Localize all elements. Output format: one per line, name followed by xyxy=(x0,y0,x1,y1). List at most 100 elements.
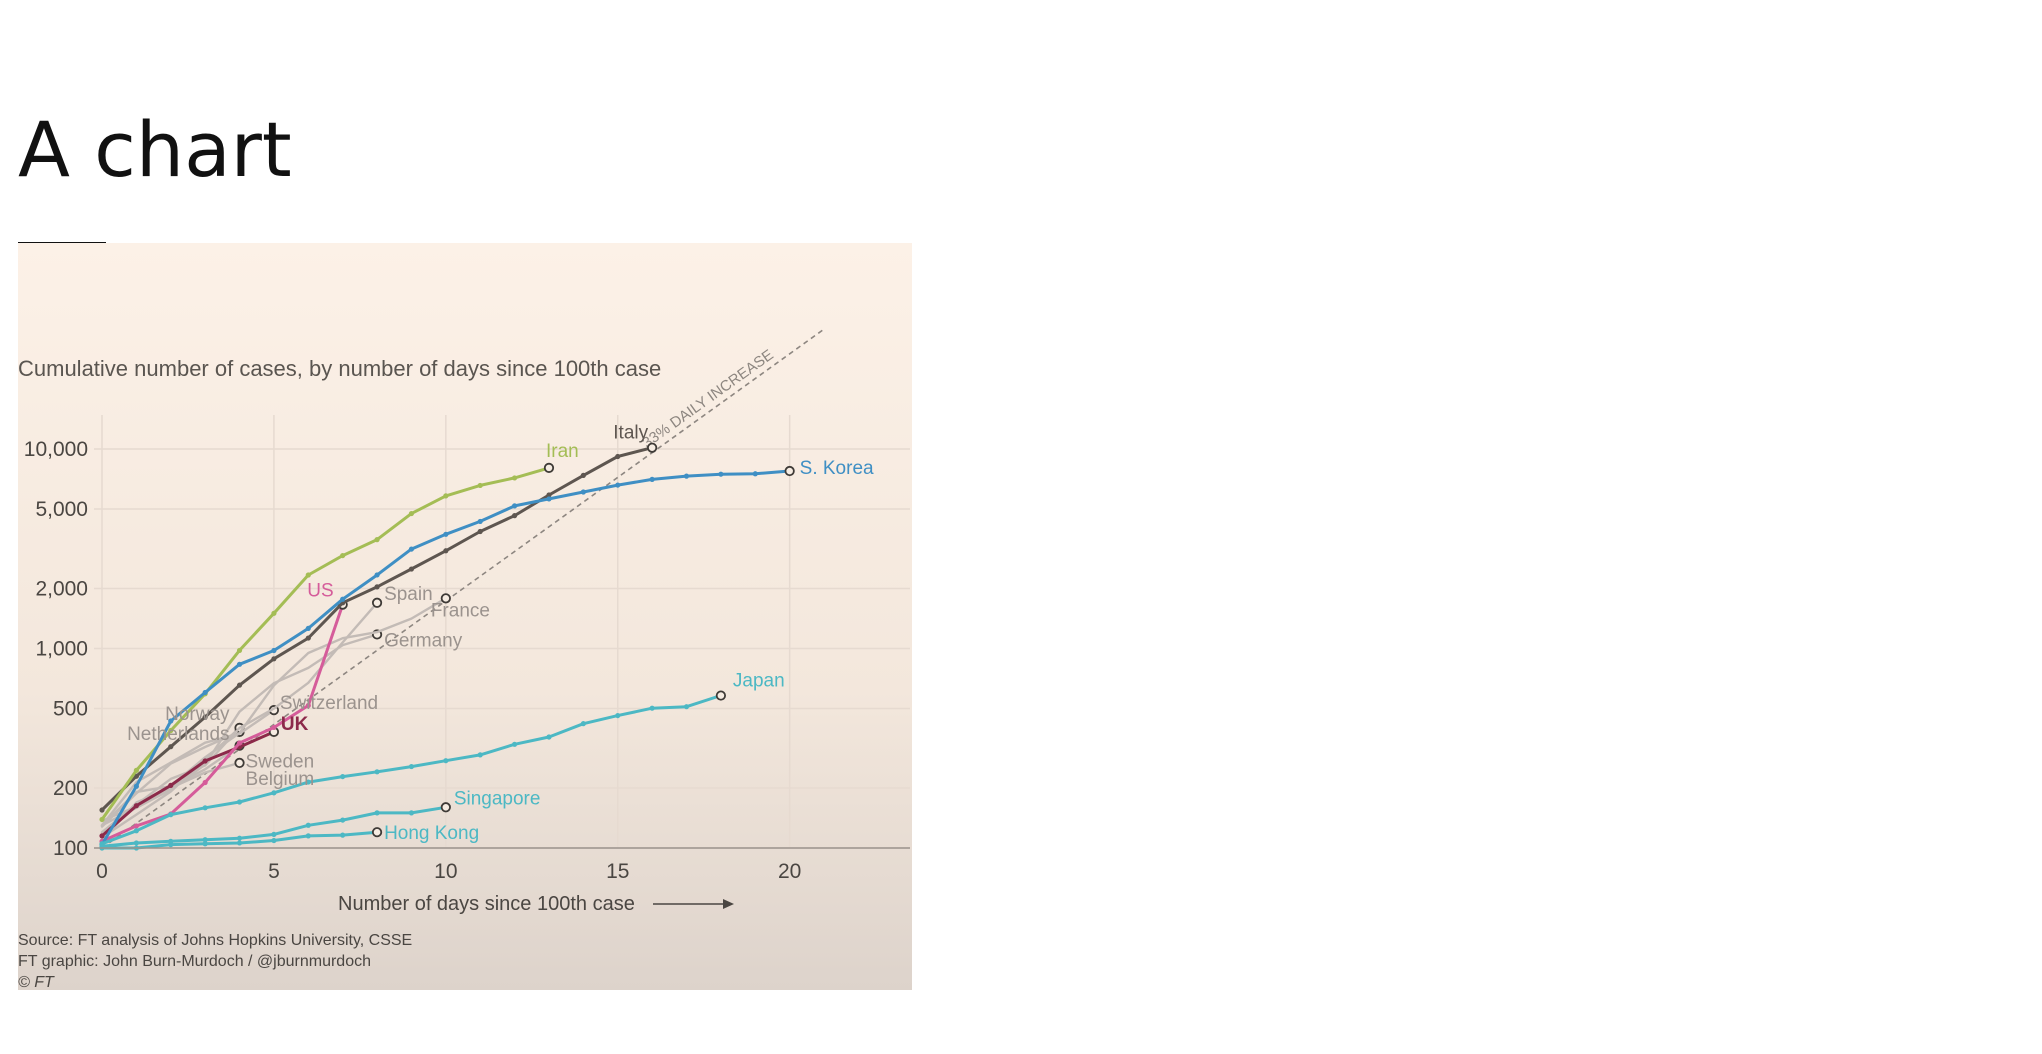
series-line-germany xyxy=(100,633,379,827)
source-line-1: Source: FT analysis of Johns Hopkins Uni… xyxy=(18,932,412,949)
y-tick-label: 500 xyxy=(53,698,88,721)
data-point-s-korea xyxy=(546,496,552,502)
slide-title: A chart xyxy=(18,105,292,194)
y-tick-label: 1,000 xyxy=(35,638,88,661)
data-point-s-korea xyxy=(340,596,346,602)
series-end-marker-hong-kong xyxy=(371,827,383,838)
series-end-marker-s-korea xyxy=(784,465,795,477)
data-point-s-korea xyxy=(271,647,277,654)
data-point-iran xyxy=(374,537,380,543)
series-label-hong-kong: Hong Kong xyxy=(384,823,479,844)
data-point-s-korea xyxy=(133,783,139,789)
data-point-hong-kong xyxy=(340,832,346,838)
x-tick-label: 0 xyxy=(96,860,108,883)
series-lines xyxy=(99,442,795,851)
series-end-marker-spain xyxy=(371,597,383,608)
y-tick-label: 5,000 xyxy=(35,498,88,521)
data-point-italy xyxy=(236,682,243,688)
data-point-s-korea xyxy=(236,661,243,667)
series-end-marker-japan xyxy=(715,690,726,701)
data-point-s-korea xyxy=(580,489,586,495)
data-point-s-korea xyxy=(408,546,415,552)
data-point-italy xyxy=(99,807,105,813)
series-end-marker-france xyxy=(440,593,451,604)
series-italy xyxy=(99,442,658,813)
series-end-marker-singapore xyxy=(440,802,451,813)
x-axis-label: Number of days since 100th case xyxy=(338,893,635,915)
series-line-uk xyxy=(100,730,276,838)
data-point-iran xyxy=(168,727,174,734)
series-label-uk: UK xyxy=(281,714,309,735)
series-label-singapore: Singapore xyxy=(454,788,541,809)
data-point-italy xyxy=(271,656,277,662)
data-point-japan xyxy=(615,712,621,719)
data-point-iran xyxy=(271,610,277,616)
data-point-s-korea xyxy=(374,572,380,578)
data-point-japan xyxy=(477,752,483,758)
data-point-singapore xyxy=(340,817,346,823)
source-line-2: FT graphic: John Burn-Murdoch / @jburnmu… xyxy=(18,953,371,970)
series-label-switzerland: Switzerland xyxy=(280,693,378,714)
data-point-s-korea xyxy=(305,625,311,632)
series-france xyxy=(100,593,451,827)
series-japan xyxy=(99,690,726,847)
data-point-iran xyxy=(443,493,449,499)
data-point-japan xyxy=(271,790,277,796)
data-point-s-korea xyxy=(168,718,174,724)
data-point-singapore xyxy=(236,835,243,841)
series-spain xyxy=(100,597,383,834)
axes: 100 200 500 1,000 2,000 5,000 10,000 0 5 10 15 20 Nu… xyxy=(24,438,910,915)
data-point-singapore xyxy=(374,810,380,816)
data-point-italy xyxy=(168,744,174,750)
series-singapore xyxy=(99,802,451,849)
series-label-belgium: Belgium xyxy=(246,769,315,790)
series-label-sweden: Sweden xyxy=(246,752,315,773)
data-point-iran xyxy=(511,475,518,481)
data-point-us xyxy=(305,702,311,709)
data-point-uk xyxy=(133,803,139,809)
data-point-italy xyxy=(408,566,415,572)
data-point-singapore xyxy=(202,837,208,843)
data-point-italy xyxy=(546,492,552,498)
data-point-japan xyxy=(511,741,518,747)
y-tick-label: 2,000 xyxy=(35,577,88,600)
data-point-uk xyxy=(99,833,105,839)
data-point-hong-kong xyxy=(236,840,243,846)
y-tick-label: 200 xyxy=(53,777,88,800)
y-tick-label: 100 xyxy=(53,837,88,860)
data-point-singapore xyxy=(408,810,415,816)
data-point-iran xyxy=(477,482,483,489)
data-point-italy xyxy=(133,773,139,779)
x-tick-label: 5 xyxy=(268,860,280,883)
data-point-hong-kong xyxy=(168,842,174,848)
data-point-singapore xyxy=(133,840,139,846)
data-point-s-korea xyxy=(443,531,449,537)
data-point-japan xyxy=(202,805,208,811)
data-point-us xyxy=(202,779,208,786)
y-tick-label: 10,000 xyxy=(24,438,88,461)
series-line-switzerland xyxy=(100,708,276,827)
data-point-us xyxy=(133,823,139,829)
data-point-s-korea xyxy=(202,689,208,696)
series-hong-kong xyxy=(99,827,383,851)
data-point-italy xyxy=(477,528,483,535)
chart-background xyxy=(18,243,912,990)
chart-subtitle: Cumulative number of cases, by number of… xyxy=(18,356,661,381)
data-point-iran xyxy=(305,572,311,578)
data-point-japan xyxy=(580,721,586,727)
data-point-japan xyxy=(133,828,139,834)
data-point-s-korea xyxy=(477,518,483,525)
series-line-us xyxy=(100,603,345,843)
data-point-hong-kong xyxy=(271,837,277,844)
x-tick-label: 10 xyxy=(434,860,457,883)
data-point-japan xyxy=(408,763,415,770)
series-line-iran xyxy=(100,466,551,821)
data-point-iran xyxy=(133,767,139,773)
series-label-italy: Italy xyxy=(613,423,648,444)
data-point-singapore xyxy=(271,831,277,837)
data-point-iran xyxy=(408,510,415,517)
series-end-marker-belgium xyxy=(234,757,245,769)
x-tick-label: 20 xyxy=(778,860,801,883)
data-point-s-korea xyxy=(511,503,518,509)
